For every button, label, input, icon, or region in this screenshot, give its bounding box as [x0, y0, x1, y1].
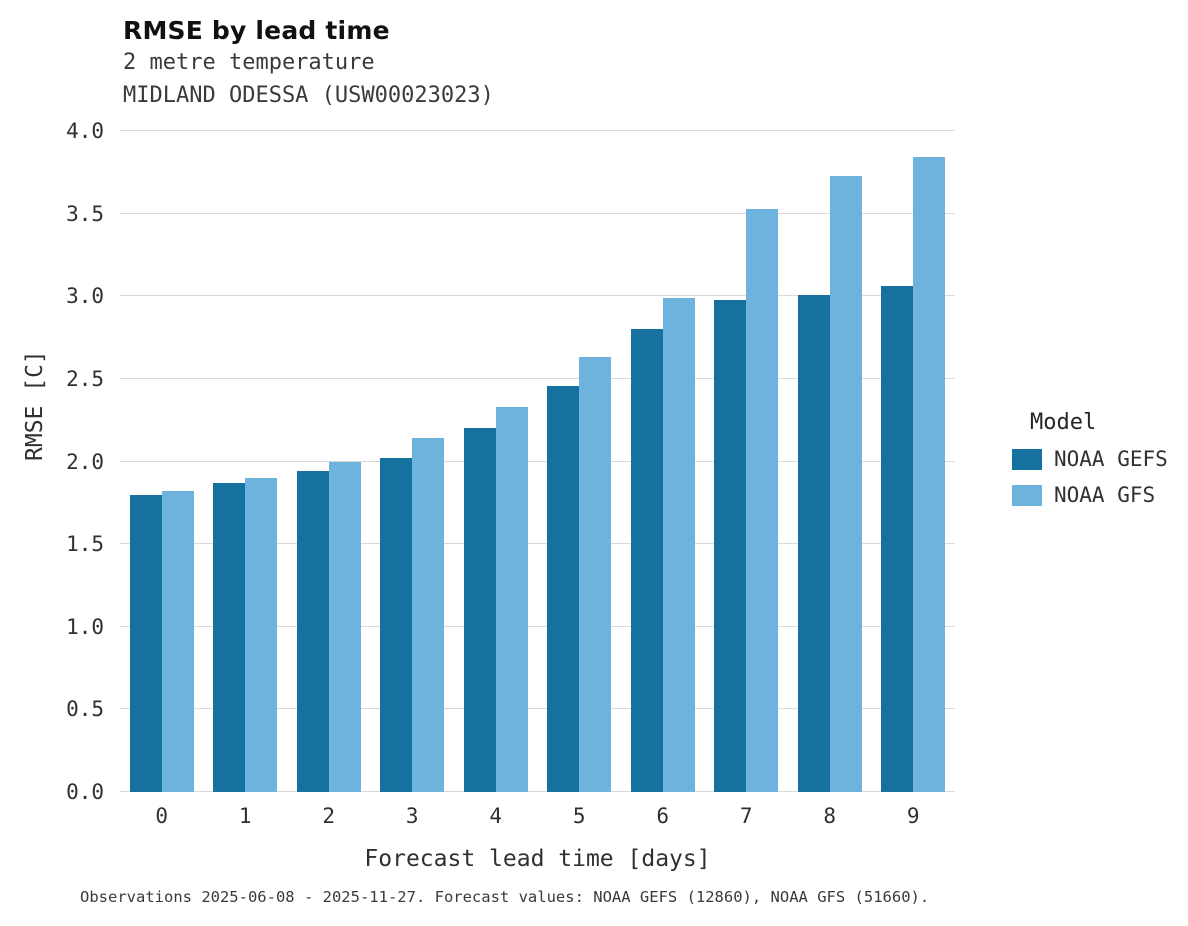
bar-noaa-gfs-lead-5	[579, 357, 612, 792]
bar-noaa-gefs-lead-4	[463, 428, 496, 792]
bar-group-lead-6	[621, 131, 705, 792]
bar-noaa-gefs-lead-0	[129, 494, 162, 792]
chart-title: RMSE by lead time	[123, 16, 390, 45]
legend-swatch-noaa-gefs	[1012, 448, 1042, 470]
bar-noaa-gfs-lead-4	[495, 406, 528, 792]
x-tick-label-8: 8	[823, 804, 837, 828]
y-tick-label-4.0: 4.0	[66, 119, 104, 143]
bar-noaa-gefs-lead-9	[881, 286, 914, 792]
y-tick-label-2.5: 2.5	[66, 366, 104, 391]
gridline-y-0.0	[120, 791, 955, 792]
chart-subtitle-station: MIDLAND ODESSA (USW00023023)	[123, 83, 494, 109]
legend-swatch-noaa-gfs	[1012, 484, 1042, 506]
legend-entry-noaa-gefs: NOAA GEFS	[1012, 447, 1168, 471]
gridline-y-3.5	[120, 212, 955, 214]
y-tick-label-2.0: 2.0	[66, 449, 104, 474]
legend-label-noaa-gefs: NOAA GEFS	[1054, 447, 1168, 471]
legend-label-noaa-gfs: NOAA GFS	[1054, 483, 1156, 507]
bar-group-lead-9	[872, 131, 956, 792]
bar-group-lead-2	[287, 131, 371, 792]
x-tick-label-4: 4	[489, 804, 503, 828]
bar-group-lead-4	[454, 131, 538, 792]
y-tick-label-0.0: 0.0	[66, 780, 104, 804]
chart-header: RMSE by lead time 2 metre temperature MI…	[123, 16, 494, 111]
x-tick-label-6: 6	[656, 804, 670, 828]
x-tick-label-9: 9	[906, 804, 920, 828]
y-tick-label-1.0: 1.0	[66, 614, 104, 639]
x-tick-label-3: 3	[405, 804, 419, 828]
bar-group-lead-7	[705, 131, 789, 792]
bar-noaa-gefs-lead-8	[797, 294, 830, 792]
gridline-y-4.0	[120, 130, 955, 131]
bar-noaa-gfs-lead-6	[662, 297, 695, 792]
bar-group-lead-8	[788, 131, 872, 792]
legend-entry-noaa-gfs: NOAA GFS	[1012, 483, 1168, 507]
x-tick-label-0: 0	[155, 804, 169, 828]
bar-groups	[120, 131, 955, 792]
x-axis-ticks: 0 1 2 3 4 5 6 7 8 9	[120, 804, 955, 828]
bar-noaa-gefs-lead-7	[714, 299, 747, 792]
bar-noaa-gefs-lead-3	[380, 458, 413, 792]
bar-noaa-gfs-lead-1	[245, 478, 278, 792]
y-tick-label-3.0: 3.0	[66, 284, 104, 309]
gridline-y-1.0	[120, 625, 955, 627]
bar-group-lead-0	[120, 131, 204, 792]
gridline-y-2.5	[120, 377, 955, 379]
gridline-y-2.0	[120, 460, 955, 462]
y-tick-label-1.5: 1.5	[66, 532, 104, 557]
bar-noaa-gfs-lead-3	[412, 438, 445, 792]
chart-subtitle-variable: 2 metre temperature	[123, 50, 375, 75]
bar-noaa-gfs-lead-2	[328, 461, 361, 792]
bar-noaa-gfs-lead-7	[746, 208, 779, 792]
bar-noaa-gfs-lead-9	[913, 157, 946, 792]
bar-noaa-gefs-lead-2	[296, 471, 329, 792]
x-tick-label-2: 2	[322, 804, 336, 828]
bar-noaa-gefs-lead-6	[630, 329, 663, 792]
y-tick-label-3.5: 3.5	[66, 201, 104, 226]
bar-group-lead-5	[538, 131, 622, 792]
plot-area: 0 1 2 3 4 5 6 7 8 9 0.0 0.5 1.0 1.5 2.0 2.5 3.0 3.5 4.0	[66, 119, 955, 828]
y-tick-label-0.5: 0.5	[66, 697, 104, 722]
footer-caption: Observations 2025-06-08 - 2025-11-27. Fo…	[80, 888, 930, 906]
legend: Model NOAA GEFS NOAA GFS	[1012, 410, 1168, 519]
legend-title: Model	[1030, 410, 1097, 435]
gridline-y-3.0	[120, 295, 955, 297]
bar-noaa-gefs-lead-5	[547, 385, 580, 792]
bar-noaa-gfs-lead-8	[829, 175, 862, 792]
x-tick-label-1: 1	[238, 804, 252, 828]
bar-noaa-gfs-lead-0	[161, 491, 194, 792]
bar-group-lead-1	[204, 131, 288, 792]
x-tick-label-5: 5	[572, 804, 586, 828]
bar-noaa-gefs-lead-1	[213, 482, 246, 792]
bar-group-lead-3	[371, 131, 455, 792]
x-axis-label: Forecast lead time [days]	[364, 846, 711, 872]
x-tick-label-7: 7	[739, 804, 753, 828]
y-axis-label: RMSE [C]	[22, 350, 48, 461]
gridline-y-1.5	[120, 543, 955, 545]
gridline-y-0.5	[120, 708, 955, 710]
